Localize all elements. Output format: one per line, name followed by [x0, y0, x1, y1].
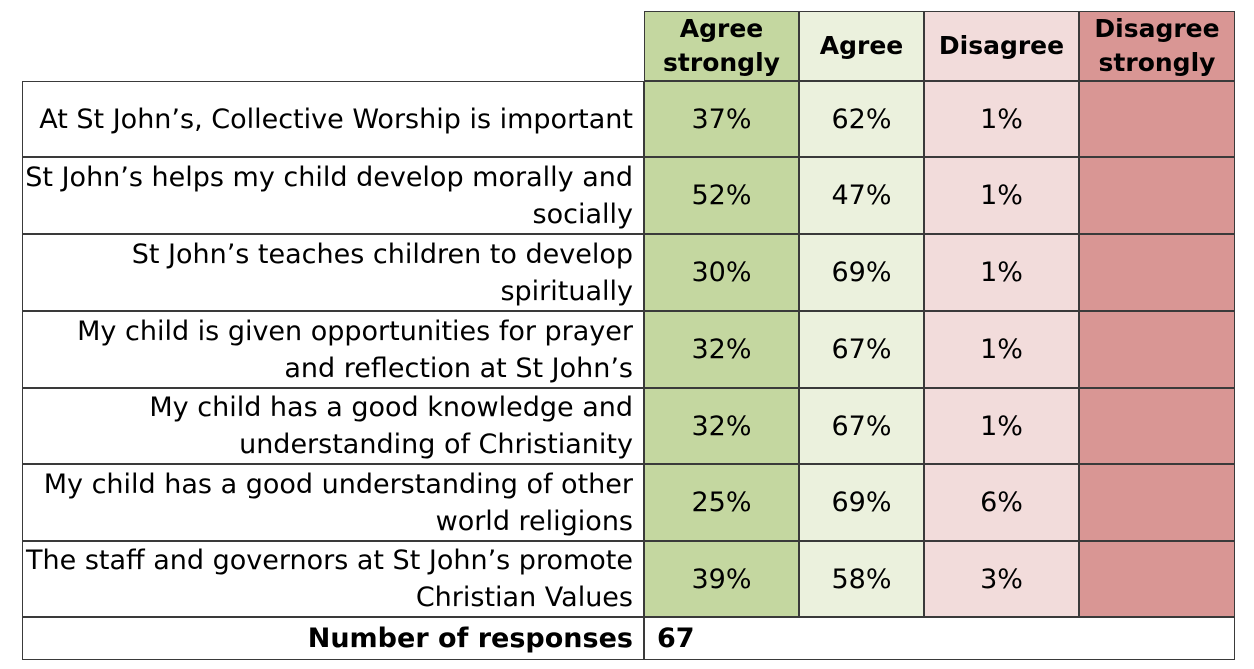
percentage-cell — [1079, 81, 1235, 157]
percentage-cell: 1% — [924, 388, 1079, 464]
percentage-cell: 67% — [799, 311, 924, 388]
percentage-cell: 69% — [799, 464, 924, 541]
statement-label: St John’s helps my child develop morally… — [22, 157, 644, 234]
percentage-cell: 39% — [644, 541, 799, 617]
header-disagree: Disagree — [924, 11, 1079, 81]
header-disagree-strongly: Disagree strongly — [1079, 11, 1235, 81]
percentage-cell: 32% — [644, 311, 799, 388]
percentage-cell: 58% — [799, 541, 924, 617]
percentage-cell: 1% — [924, 234, 1079, 311]
percentage-cell: 37% — [644, 81, 799, 157]
percentage-cell: 1% — [924, 157, 1079, 234]
percentage-cell: 6% — [924, 464, 1079, 541]
statement-label: My child is given opportunities for pray… — [22, 311, 644, 388]
percentage-cell — [1079, 157, 1235, 234]
statement-label: The staff and governors at St John’s pro… — [22, 541, 644, 617]
percentage-cell — [1079, 464, 1235, 541]
header-agree: Agree — [799, 11, 924, 81]
percentage-cell: 3% — [924, 541, 1079, 617]
statement-label: At St John’s, Collective Worship is impo… — [22, 81, 644, 157]
percentage-cell: 52% — [644, 157, 799, 234]
percentage-cell: 1% — [924, 81, 1079, 157]
responses-count: 67 — [644, 617, 1235, 660]
responses-label: Number of responses — [22, 617, 644, 660]
percentage-cell: 62% — [799, 81, 924, 157]
header-agree-strongly: Agree strongly — [644, 11, 799, 81]
percentage-cell: 67% — [799, 388, 924, 464]
percentage-cell — [1079, 388, 1235, 464]
percentage-cell: 1% — [924, 311, 1079, 388]
percentage-cell: 69% — [799, 234, 924, 311]
percentage-cell: 47% — [799, 157, 924, 234]
percentage-cell — [1079, 541, 1235, 617]
statement-label: St John’s teaches children to develop sp… — [22, 234, 644, 311]
percentage-cell — [1079, 311, 1235, 388]
percentage-cell: 32% — [644, 388, 799, 464]
percentage-cell: 25% — [644, 464, 799, 541]
statement-label: My child has a good understanding of oth… — [22, 464, 644, 541]
percentage-cell — [1079, 234, 1235, 311]
statement-label: My child has a good knowledge and unders… — [22, 388, 644, 464]
percentage-cell: 30% — [644, 234, 799, 311]
